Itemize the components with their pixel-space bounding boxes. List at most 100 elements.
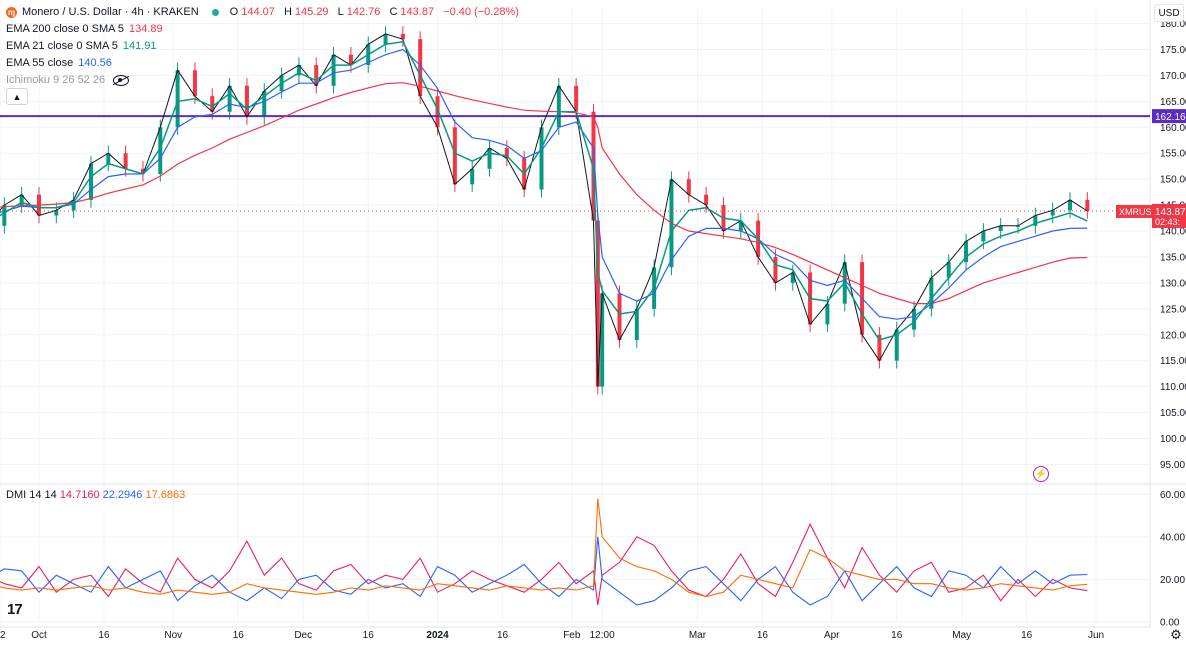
candle-body (418, 39, 423, 97)
indicator-ema200[interactable]: EMA 200 close 0 SMA 5 134.89 (6, 21, 522, 38)
dmi-tick-label: 0.00 (1160, 618, 1180, 629)
dmi-legend[interactable]: DMI 14 14 14.7160 22.2946 17.6863 (6, 489, 185, 501)
chart-legend: ɱ Monero / U.S. Dollar · 4h · KRAKEN O 14… (6, 4, 522, 89)
ema55-line (0, 48, 1088, 320)
candle-body (998, 225, 1003, 232)
candle-body (595, 220, 600, 387)
candle-body (158, 127, 163, 174)
ohlc-values: O 144.07 H 145.29 L 142.76 C 143.87 −0.40 (−… (229, 6, 519, 18)
candle-body (912, 308, 917, 330)
price-tick-label: 155.00 (1160, 149, 1186, 160)
candle-body (929, 277, 934, 309)
candle-body (634, 308, 639, 340)
candle-body (348, 54, 353, 66)
collapse-legend-button[interactable]: ▲ (6, 88, 28, 105)
candle-body (123, 153, 128, 169)
candle-body (1085, 199, 1090, 211)
dmi-title: DMI 14 14 (6, 489, 57, 501)
candle-body (877, 334, 882, 361)
candle-body (539, 127, 544, 190)
dmi-tick-label: 20.00 (1160, 575, 1185, 586)
price-tick-label: 105.00 (1160, 408, 1186, 419)
dmi-minus-line (0, 536, 1088, 606)
candle-body (738, 220, 743, 232)
dmi-adx-value: 17.6863 (145, 489, 186, 501)
candle-body (1050, 210, 1055, 216)
candle-body (88, 163, 93, 200)
price-tick-label: 100.00 (1160, 434, 1186, 445)
price-tick-label: 165.00 (1160, 97, 1186, 108)
price-change: −0.40 (−0.28%) (443, 6, 519, 18)
time-tick-label: Jun (1088, 630, 1104, 641)
candle-body (1016, 225, 1021, 227)
candle-body (981, 231, 986, 242)
indicator-ema21[interactable]: EMA 21 close 0 SMA 5 141.91 (6, 38, 522, 55)
gear-icon[interactable]: ⚙ (1170, 627, 1182, 642)
candle-body (825, 303, 830, 325)
ema21-line (0, 40, 1088, 341)
symbol-title[interactable]: Monero / U.S. Dollar · 4h · KRAKEN (22, 6, 199, 18)
candle-body (790, 272, 795, 283)
price-tick-label: 130.00 (1160, 278, 1186, 289)
candle-body (946, 262, 951, 278)
candle-body (140, 168, 145, 174)
candle-body (556, 85, 561, 128)
dmi-plus-line (0, 522, 1088, 606)
time-tick-label: May (952, 630, 971, 641)
candle-body (686, 179, 691, 195)
dmi-minus-value: 22.2946 (102, 489, 143, 501)
indicator-ema55[interactable]: EMA 55 close 140.56 (6, 55, 522, 72)
ticker-label: XMRUSD (1119, 207, 1159, 217)
candle-body (71, 199, 76, 211)
candle-body (574, 85, 579, 112)
time-tick-label: Apr (824, 630, 840, 641)
dmi-tick-label: 40.00 (1160, 532, 1185, 543)
time-tick-label: 16 (98, 630, 110, 641)
indicator-ichimoku[interactable]: Ichimoku 9 26 52 26 (6, 72, 522, 89)
candle-body (894, 329, 899, 361)
candle-body (964, 241, 969, 263)
price-tick-label: 140.00 (1160, 227, 1186, 238)
candle-body (600, 293, 605, 387)
candle-body (383, 33, 388, 45)
price-tick-label: 125.00 (1160, 304, 1186, 315)
price-tick-label: 95.00 (1160, 460, 1185, 471)
time-tick-label: 16 (233, 630, 245, 641)
price-tick-label: 180.00 (1160, 19, 1186, 30)
monero-icon: ɱ (6, 7, 17, 18)
candle-body (617, 293, 622, 340)
candle-body (244, 85, 249, 117)
time-tick-label: Oct (31, 630, 47, 641)
tradingview-logo[interactable]: 17 (7, 601, 23, 618)
candle-body (400, 33, 405, 40)
last-price-tag (1152, 203, 1186, 228)
price-tick-label: 170.00 (1160, 71, 1186, 82)
price-tick-label: 115.00 (1160, 356, 1186, 367)
time-tick-label: 16 (891, 630, 903, 641)
dmi-adx-line (0, 498, 1088, 598)
price-tick-label: 135.00 (1160, 252, 1186, 263)
candle-body (331, 54, 336, 86)
bolt-icon[interactable]: ⚡ (1033, 466, 1049, 482)
level-price-tag (1152, 109, 1186, 124)
candle-body (19, 194, 24, 206)
candle-body (773, 256, 778, 283)
candle-body (2, 205, 7, 226)
candle-body (1033, 215, 1038, 226)
dmi-tick-label: 60.00 (1160, 490, 1185, 501)
eye-hidden-icon[interactable] (113, 75, 130, 86)
candle-body (470, 168, 475, 185)
time-tick-label: Nov (164, 630, 182, 641)
candle-body (435, 96, 440, 128)
symbol-row[interactable]: ɱ Monero / U.S. Dollar · 4h · KRAKEN O 14… (6, 4, 522, 21)
ema55-value: 140.56 (78, 57, 112, 69)
candle-body (504, 148, 509, 159)
candle-body (1068, 199, 1073, 211)
dmi-plus-value: 14.7160 (59, 489, 100, 501)
candle-body (296, 65, 301, 76)
ema200-value: 134.89 (129, 23, 163, 35)
currency-button[interactable]: USD (1154, 4, 1184, 22)
time-tick-label: Dec (294, 630, 312, 641)
candle-body (175, 70, 180, 128)
